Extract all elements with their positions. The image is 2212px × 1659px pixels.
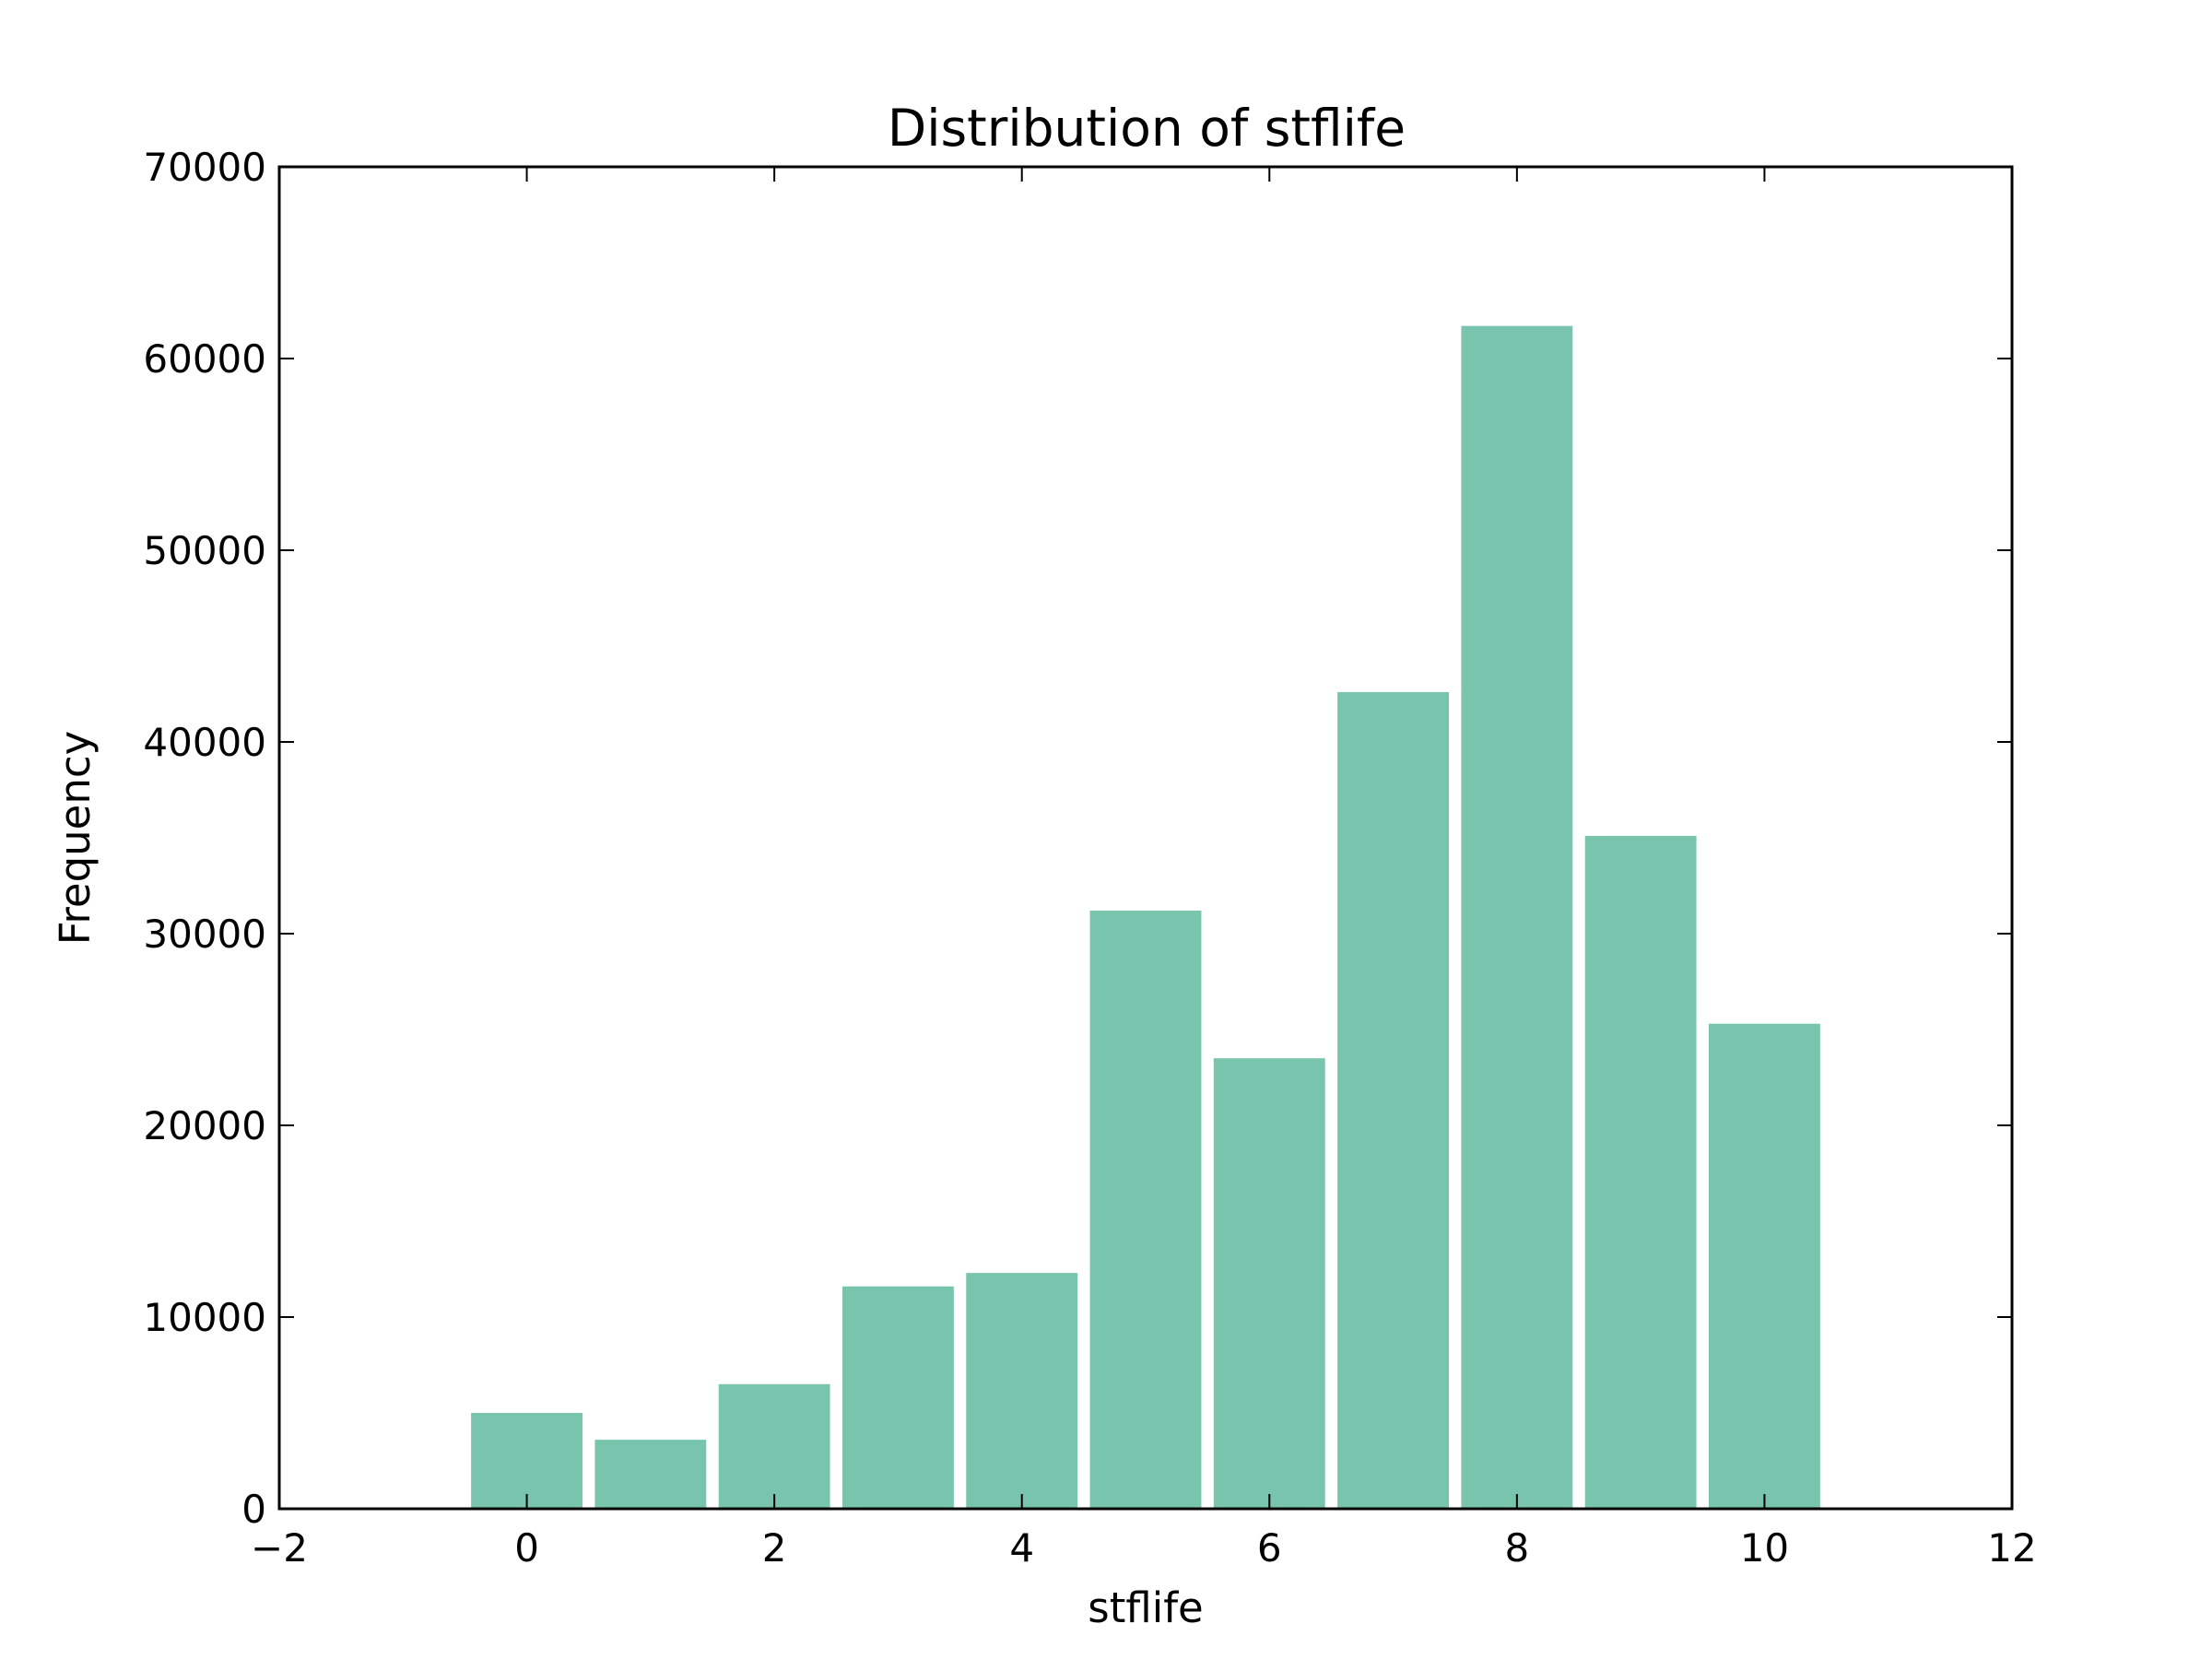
x-tick-label: 10 (1740, 1525, 1789, 1571)
y-tick-label: 30000 (143, 912, 266, 957)
x-tick-label: 2 (762, 1525, 787, 1571)
x-tick-label: 8 (1504, 1525, 1529, 1571)
chart-title: Distribution of stflife (888, 99, 1406, 158)
x-tick-label: 4 (1009, 1525, 1034, 1571)
bars-group (471, 325, 1820, 1509)
bar-9 (1584, 835, 1697, 1509)
y-tick-label: 60000 (143, 336, 266, 382)
plot-frame (277, 165, 2014, 1511)
x-tick-label: 0 (514, 1525, 539, 1571)
y-axis-label: Frequency (51, 731, 100, 945)
ticks-group: −2 0 2 4 6 8 10 1201000020000300004000050000600… (143, 145, 2036, 1571)
y-tick-label: 10000 (143, 1295, 266, 1340)
x-tick-label: 6 (1257, 1525, 1282, 1571)
x-tick-label: −2 (251, 1525, 308, 1571)
y-tick-label: 40000 (143, 720, 266, 765)
y-tick-label: 0 (241, 1487, 266, 1532)
bar-5 (1089, 911, 1202, 1509)
x-axis-label: stflife (1088, 1583, 1203, 1632)
bar-0 (471, 1413, 582, 1509)
bar-3 (842, 1286, 954, 1509)
bar-2 (718, 1383, 830, 1509)
bar-6 (1213, 1058, 1325, 1509)
y-tick-label: 50000 (143, 528, 266, 573)
bar-10 (1709, 1023, 1820, 1509)
bar-4 (966, 1273, 1078, 1509)
bar-7 (1337, 691, 1449, 1509)
y-tick-label: 20000 (143, 1103, 266, 1148)
bar-8 (1461, 325, 1573, 1509)
x-tick-label: 12 (1987, 1525, 2036, 1571)
y-tick-label: 70000 (143, 145, 266, 190)
bar-1 (594, 1440, 707, 1509)
